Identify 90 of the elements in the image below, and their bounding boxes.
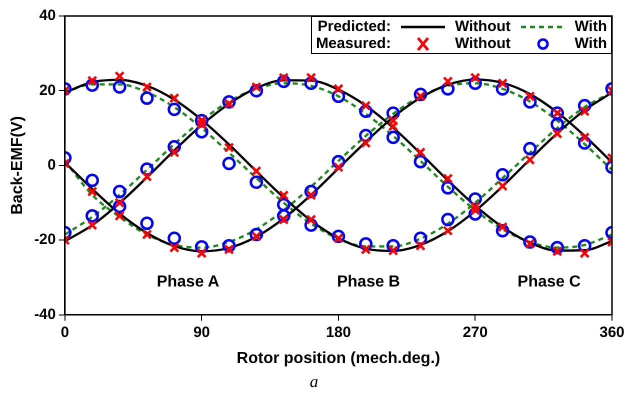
point [552, 128, 562, 139]
legend-label: Without [454, 18, 511, 35]
annotation: Measured: [316, 35, 391, 52]
point [360, 244, 371, 255]
point [470, 72, 480, 83]
point [333, 162, 344, 172]
point [550, 118, 564, 132]
y-tick-label: 40 [39, 7, 56, 24]
x-tick-label: 270 [462, 324, 488, 341]
point [306, 214, 316, 225]
point [278, 214, 289, 225]
point [524, 238, 536, 249]
x-tick-label: 0 [60, 324, 70, 341]
annotation: Predicted: [316, 18, 391, 35]
point [114, 70, 125, 82]
point [442, 226, 454, 236]
point [196, 248, 207, 258]
point [497, 222, 508, 232]
point [85, 174, 99, 188]
point [278, 72, 289, 83]
point [169, 147, 180, 158]
point [168, 231, 182, 245]
y-tick-label: 0 [48, 156, 56, 174]
point [114, 198, 125, 208]
y-tick-label: -20 [34, 231, 56, 248]
point [87, 75, 98, 86]
point [114, 210, 125, 221]
annotation: Phase C [518, 273, 582, 290]
point [224, 98, 234, 109]
point [360, 138, 371, 148]
point [140, 216, 154, 230]
point [414, 154, 428, 168]
point [442, 173, 454, 184]
point [142, 82, 152, 92]
point [470, 201, 480, 212]
point [580, 132, 590, 143]
point [251, 231, 262, 242]
point [441, 212, 455, 226]
point [360, 100, 371, 111]
point [497, 180, 508, 192]
point [524, 154, 536, 165]
point [87, 186, 98, 197]
point [250, 175, 264, 189]
point [496, 168, 510, 182]
point [497, 78, 508, 88]
point [415, 240, 426, 251]
point [142, 229, 152, 240]
point [524, 91, 536, 102]
point [333, 84, 344, 94]
point [386, 130, 400, 144]
point [169, 242, 180, 253]
point [333, 233, 344, 244]
point [112, 184, 126, 198]
point [224, 244, 234, 255]
point [388, 245, 398, 256]
point [112, 80, 126, 94]
point [441, 181, 455, 195]
point [306, 72, 316, 83]
annotation: Phase B [336, 273, 400, 290]
point [85, 209, 99, 223]
point [415, 147, 426, 158]
point [523, 142, 537, 156]
point [580, 248, 590, 258]
y-tick-label: 20 [39, 82, 56, 99]
legend-label: With [574, 18, 607, 35]
point [222, 156, 236, 170]
x-tick-label: 360 [599, 324, 625, 341]
x-tick-label: 90 [193, 324, 210, 341]
legend-label: With [574, 35, 607, 52]
x-axis-title: Rotor position (mech.deg.) [236, 350, 440, 367]
point [251, 166, 262, 176]
point [276, 198, 290, 212]
y-tick-label: -40 [34, 306, 56, 323]
point [442, 76, 454, 86]
x-tick-label: 180 [326, 324, 351, 341]
point [140, 91, 154, 105]
legend-label: Without [454, 35, 511, 52]
point [415, 91, 426, 102]
point [168, 102, 182, 116]
point [251, 82, 262, 92]
point [224, 142, 234, 153]
point [142, 171, 152, 182]
point [87, 220, 98, 230]
y-axis-title: Back-EMF(V) [9, 116, 26, 215]
point [580, 106, 590, 116]
point [169, 93, 180, 104]
annotation: Phase A [156, 273, 220, 290]
point [306, 190, 316, 200]
point [278, 190, 289, 200]
text: a [308, 372, 320, 392]
